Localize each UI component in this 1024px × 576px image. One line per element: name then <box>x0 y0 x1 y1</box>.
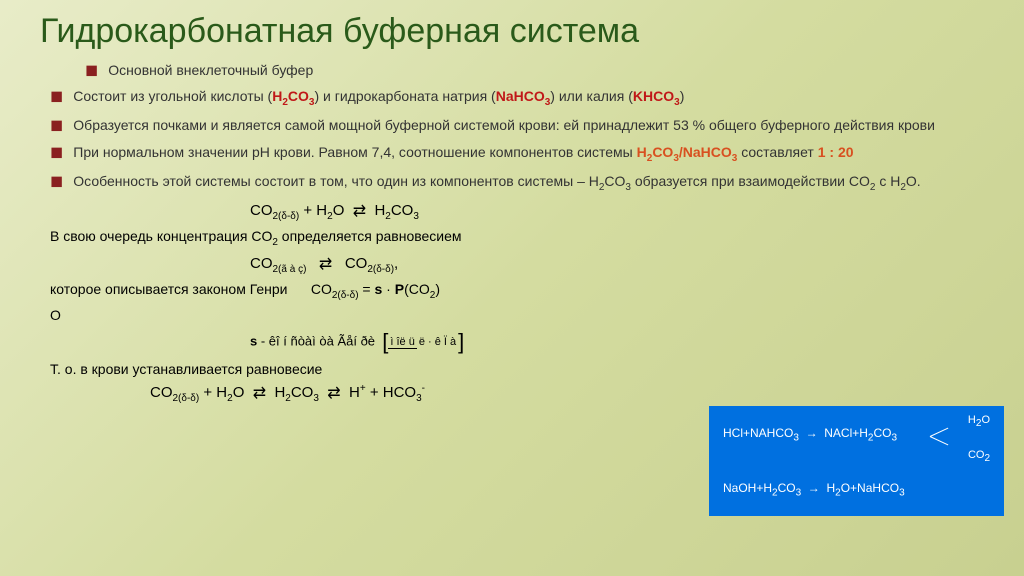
text-part: ) <box>680 88 685 104</box>
bullet-1: ◼ Основной внеклеточный буфер <box>50 61 1004 80</box>
bullet-4: ◼ При нормальном значении pH крови. Равн… <box>50 143 1004 165</box>
chem-h2co3: H2CO3 <box>272 88 314 104</box>
text-part: которое описывается законом Генри <box>50 281 291 297</box>
chem-khco3: KHCO3 <box>633 88 680 104</box>
bullet-icon: ◼ <box>50 143 63 162</box>
bullet-3: ◼ Образуется почками и является самой мо… <box>50 116 1004 135</box>
equation-4: CO2(δ-δ) + H2O ⇄ H2CO3 ⇄ H+ + HCO3- <box>150 383 1004 404</box>
equation-1: CO2(δ-δ) + H2O ⇄ H2CO3 <box>250 201 1004 222</box>
bullet-text: При нормальном значении pH крови. Равном… <box>73 143 853 165</box>
equation-2: CO2(ã à ç) ⇄ CO2(δ-δ), <box>250 254 1004 275</box>
mid-text-3: Т. о. в крови устанавливается равновесие <box>50 361 1004 377</box>
bullet-5: ◼ Особенность этой системы состоит в том… <box>50 172 1004 194</box>
bullet-2: ◼ Состоит из угольной кислоты (H2CO3) и … <box>50 87 1004 109</box>
mid-text-1: В свою очередь концентрация CO2 определя… <box>50 228 1004 248</box>
text-part: При нормальном значении pH крови. Равном… <box>73 144 636 160</box>
slide-title: Гидрокарбонатная буферная система <box>0 0 1024 61</box>
frac-den: ë · ê Ï à <box>417 336 458 348</box>
bullet-text: Образуется почками и является самой мощн… <box>73 116 935 135</box>
mid-text-2: которое описывается законом Генри CO2(δ-… <box>50 281 1004 301</box>
reaction-2: NaOH+H2CO3 → H2O+NaHCO3 <box>723 481 905 498</box>
text-part: Состоит из угольной кислоты ( <box>73 88 272 104</box>
text-part: ) или калия ( <box>550 88 633 104</box>
o-line: О <box>50 307 1004 323</box>
bullet-icon: ◼ <box>85 61 98 80</box>
bullet-icon: ◼ <box>50 116 63 135</box>
frac-num: ì îë ü <box>388 336 416 349</box>
ratio-value: 1 : 20 <box>818 144 854 160</box>
bullet-text: Состоит из угольной кислоты (H2CO3) и ги… <box>73 87 684 109</box>
s-line: s - êî í ñòàì òà Ãåí ðè [ì îë üë · ê Ï à… <box>250 329 1004 355</box>
reaction-1: HCl+NAHCO3 → NACl+H2CO3 <box>723 426 897 443</box>
chem-nahco3: NaHCO3 <box>496 88 551 104</box>
bullet-icon: ◼ <box>50 172 63 191</box>
slide-content: ◼ Основной внеклеточный буфер ◼ Состоит … <box>0 61 1024 404</box>
reaction-box: HCl+NAHCO3 → NACl+H2CO3 H2O CO2 NaOH+H2C… <box>709 406 1004 516</box>
bullet-icon: ◼ <box>50 87 63 106</box>
text-part: ) и гидрокарбоната натрия ( <box>314 88 495 104</box>
reaction-branch: H2O CO2 <box>930 414 990 464</box>
chem-ratio-label: H2CO3/NaHCO3 <box>637 144 738 160</box>
text-part: составляет <box>737 144 817 160</box>
bullet-text: Основной внеклеточный буфер <box>108 61 313 80</box>
bullet-text: Особенность этой системы состоит в том, … <box>73 172 920 194</box>
